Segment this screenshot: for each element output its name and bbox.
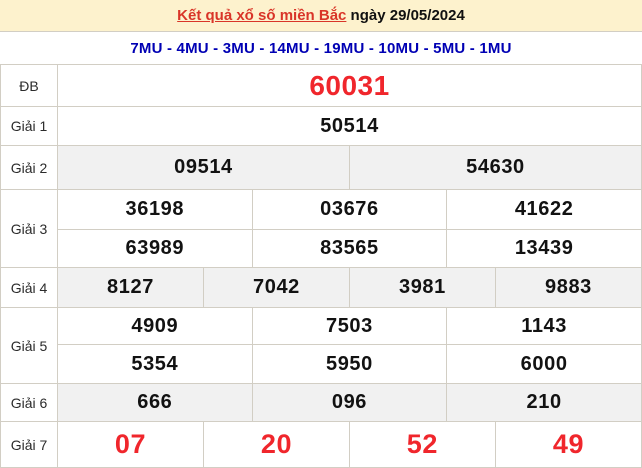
prize-label-1: Giải 1 bbox=[0, 106, 58, 146]
prize-3-value: 63989 bbox=[57, 229, 253, 268]
row-prize-1: Giải 1 50514 bbox=[0, 106, 642, 146]
special-prize-value: 60031 bbox=[57, 64, 642, 107]
prize-7-value: 07 bbox=[57, 421, 204, 468]
prize-7-value: 52 bbox=[348, 421, 496, 468]
prize-7-value: 49 bbox=[494, 421, 642, 468]
prize-label-7: Giải 7 bbox=[0, 421, 58, 468]
prize-6-value: 666 bbox=[57, 383, 253, 422]
prize-label-db: ĐB bbox=[0, 64, 58, 107]
prize-label-3: Giải 3 bbox=[0, 189, 58, 268]
prize-5-value: 5950 bbox=[251, 344, 448, 384]
row-prize-5-line-2: 5354 5950 6000 bbox=[1, 344, 642, 384]
results-table: ĐB 60031 Giải 1 50514 Giải 2 09514 54630… bbox=[0, 64, 642, 468]
row-prize-3-line-1: Giải 3 36198 03676 41622 bbox=[0, 189, 642, 268]
row-special-prize: ĐB 60031 bbox=[0, 64, 642, 107]
row-prize-6: Giải 6 666 096 210 bbox=[0, 383, 642, 422]
prize-5-value: 5354 bbox=[57, 344, 253, 384]
prize-4-value: 7042 bbox=[202, 267, 350, 308]
prize-6-value: 096 bbox=[251, 383, 448, 422]
prize-2-value: 54630 bbox=[348, 145, 642, 190]
prize-6-value: 210 bbox=[446, 383, 642, 422]
results-date-text: ngày 29/05/2024 bbox=[346, 7, 465, 24]
prize-5-value: 6000 bbox=[446, 344, 642, 384]
prize-label-4: Giải 4 bbox=[0, 267, 58, 308]
prize-label-5: Giải 5 bbox=[0, 307, 58, 384]
prize-5-value: 7503 bbox=[251, 307, 448, 345]
results-title-link[interactable]: Kết quả xổ số miền Bắc bbox=[177, 7, 347, 24]
prize-4-value: 8127 bbox=[57, 267, 204, 308]
row-prize-5-line-1: Giải 5 4909 7503 1143 bbox=[0, 307, 642, 384]
page-header: Kết quả xổ số miền Bắc ngày 29/05/2024 bbox=[0, 0, 642, 31]
prize-5-value: 4909 bbox=[57, 307, 253, 345]
prize-label-6: Giải 6 bbox=[0, 383, 58, 422]
prize-3-value: 41622 bbox=[446, 189, 642, 230]
station-codes-line[interactable]: 7MU - 4MU - 3MU - 14MU - 19MU - 10MU - 5… bbox=[0, 31, 642, 64]
prize-3-value: 83565 bbox=[251, 229, 448, 268]
row-prize-2: Giải 2 09514 54630 bbox=[0, 145, 642, 190]
prize-3-value: 13439 bbox=[446, 229, 642, 268]
prize-7-value: 20 bbox=[202, 421, 350, 468]
prize-4-value: 3981 bbox=[348, 267, 496, 308]
prize-2-value: 09514 bbox=[57, 145, 350, 190]
prize-3-value: 36198 bbox=[57, 189, 253, 230]
row-prize-4: Giải 4 8127 7042 3981 9883 bbox=[0, 267, 642, 308]
row-prize-3-line-2: 63989 83565 13439 bbox=[1, 229, 642, 268]
prize-1-value: 50514 bbox=[57, 106, 642, 146]
prize-label-2: Giải 2 bbox=[0, 145, 58, 190]
prize-4-value: 9883 bbox=[494, 267, 642, 308]
prize-3-value: 03676 bbox=[251, 189, 448, 230]
row-prize-7: Giải 7 07 20 52 49 bbox=[0, 421, 642, 468]
prize-5-value: 1143 bbox=[446, 307, 642, 345]
